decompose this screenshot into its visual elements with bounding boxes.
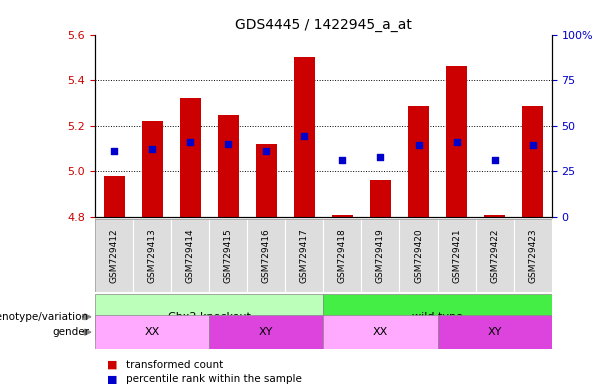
Bar	[142, 121, 162, 217]
Bar	[324, 219, 362, 292]
Text: ■: ■	[107, 360, 118, 370]
Bar	[95, 315, 209, 349]
Text: GSM729417: GSM729417	[300, 228, 309, 283]
Text: percentile rank within the sample: percentile rank within the sample	[126, 374, 302, 384]
Text: GSM729412: GSM729412	[110, 228, 118, 283]
Bar	[247, 219, 285, 292]
Point	[147, 146, 157, 152]
Bar	[362, 219, 400, 292]
Text: GSM729416: GSM729416	[262, 228, 271, 283]
Bar	[332, 215, 353, 217]
Text: GSM729419: GSM729419	[376, 228, 385, 283]
Point	[223, 141, 233, 147]
Bar	[95, 219, 133, 292]
Text: GSM729422: GSM729422	[490, 228, 499, 283]
Bar	[438, 315, 552, 349]
Bar	[294, 57, 315, 217]
Point	[414, 142, 424, 148]
Text: GSM729418: GSM729418	[338, 228, 347, 283]
Text: transformed count: transformed count	[126, 360, 223, 370]
Text: XX: XX	[145, 327, 160, 337]
Text: wild type: wild type	[412, 312, 463, 322]
Point	[376, 154, 386, 160]
Bar	[400, 219, 438, 292]
Bar	[171, 219, 209, 292]
Text: GSM729423: GSM729423	[528, 228, 537, 283]
Point	[338, 157, 348, 163]
Bar	[484, 215, 505, 217]
Bar	[446, 66, 467, 217]
Bar	[438, 219, 476, 292]
Bar	[476, 219, 514, 292]
Text: GSM729415: GSM729415	[224, 228, 233, 283]
Bar	[218, 116, 238, 217]
Bar	[95, 294, 324, 340]
Bar	[285, 219, 324, 292]
Bar	[180, 98, 200, 217]
Bar	[324, 294, 552, 340]
Bar	[104, 176, 124, 217]
Bar	[514, 219, 552, 292]
Text: ■: ■	[107, 374, 118, 384]
Point	[299, 133, 309, 139]
Bar	[408, 106, 429, 217]
Text: GSM729413: GSM729413	[148, 228, 156, 283]
Bar	[133, 219, 171, 292]
Bar	[256, 144, 276, 217]
Point	[185, 139, 195, 145]
Text: XY: XY	[487, 327, 502, 337]
Text: GSM729420: GSM729420	[414, 228, 423, 283]
Text: GSM729421: GSM729421	[452, 228, 461, 283]
Point	[490, 157, 500, 163]
Text: XY: XY	[259, 327, 273, 337]
Bar	[209, 219, 247, 292]
Bar	[324, 315, 438, 349]
Text: gender: gender	[52, 327, 89, 337]
Text: Cbx2 knockout: Cbx2 knockout	[168, 312, 251, 322]
Text: XX: XX	[373, 327, 388, 337]
Text: GSM729414: GSM729414	[186, 228, 195, 283]
Point	[452, 139, 462, 145]
Bar	[522, 106, 543, 217]
Title: GDS4445 / 1422945_a_at: GDS4445 / 1422945_a_at	[235, 18, 412, 32]
Text: genotype/variation: genotype/variation	[0, 312, 89, 322]
Point	[261, 148, 271, 154]
Bar	[209, 315, 324, 349]
Point	[528, 142, 538, 148]
Point	[109, 148, 119, 154]
Bar	[370, 180, 391, 217]
